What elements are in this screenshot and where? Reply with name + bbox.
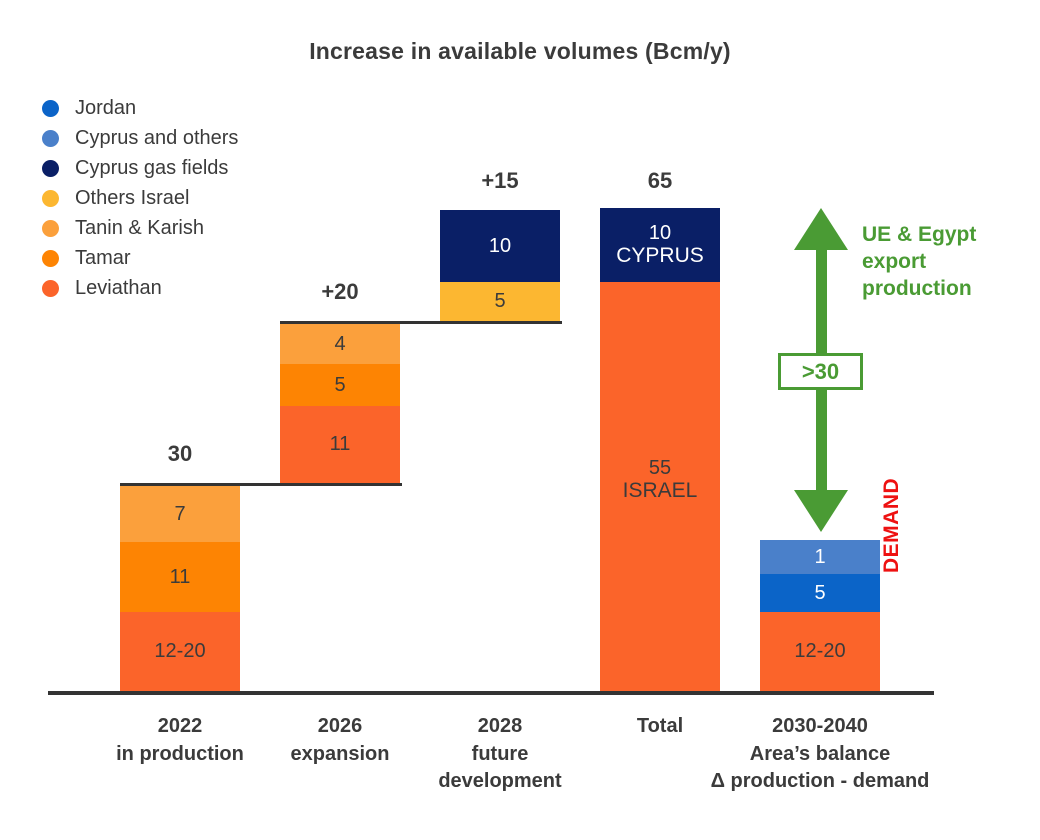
xtick-line1: 2028 bbox=[477, 715, 523, 737]
bar-segment-tamar[interactable]: 5 bbox=[280, 364, 400, 406]
bar-segment-leviathan[interactable]: 55 ISRAEL bbox=[600, 282, 720, 691]
bar-segment-value: 10 bbox=[488, 234, 512, 257]
legend-item-others-israel[interactable]: Others Israel bbox=[42, 183, 342, 213]
arrow-down-icon bbox=[794, 490, 848, 532]
arrow-value-text: >30 bbox=[801, 358, 840, 384]
xtick-line1: Total bbox=[636, 715, 684, 737]
bar-segment-jordan[interactable]: 5 bbox=[760, 574, 880, 612]
legend-label: Tanin & Karish bbox=[75, 217, 204, 239]
demand-label: DEMAND bbox=[880, 477, 903, 573]
xtick-line2: expansion bbox=[290, 742, 390, 765]
bar-total-label-total: 65 bbox=[647, 168, 673, 193]
legend-item-leviathan[interactable]: Leviathan bbox=[42, 273, 342, 303]
bar-segment-sublabel: ISRAEL bbox=[622, 479, 698, 503]
legend-label: Leviathan bbox=[75, 277, 162, 299]
bar-segment-sublabel: CYPRUS bbox=[616, 244, 704, 268]
legend-item-cyprus-gas-fields[interactable]: Cyprus gas fields bbox=[42, 153, 342, 183]
arrow-up-icon bbox=[794, 208, 848, 250]
xtick-line2: in production bbox=[116, 742, 244, 765]
chart-legend: Jordan Cyprus and others Cyprus gas fiel… bbox=[42, 93, 342, 303]
bar-segment-tanin-karish[interactable]: 4 bbox=[280, 324, 400, 364]
step-connector-2026-to-2028 bbox=[280, 321, 562, 324]
bar-segment-cyprus-and-others[interactable]: 1 bbox=[760, 540, 880, 574]
legend-label: Jordan bbox=[75, 97, 137, 119]
bar-segment-leviathan[interactable]: 12-20 bbox=[760, 612, 880, 691]
bar-segment-tamar[interactable]: 11 bbox=[120, 542, 240, 612]
legend-item-tamar[interactable]: Tamar bbox=[42, 243, 342, 273]
chart-title: Increase in available volumes (Bcm/y) bbox=[309, 38, 731, 64]
bar-total-label-2028: +15 bbox=[481, 168, 519, 193]
xtick-line1: 2030-2040 bbox=[772, 715, 868, 737]
xtick-line3: development bbox=[438, 770, 562, 793]
bar-segment-value: 5 bbox=[814, 581, 826, 604]
bar-total-label-2022: 30 bbox=[167, 441, 193, 466]
bar-segment-value: 1 bbox=[814, 545, 826, 568]
bar-segment-others-israel[interactable]: 7 bbox=[120, 486, 240, 542]
xtick-2030-2040: 2030-2040 Area’s balance Δ production - … bbox=[705, 713, 935, 796]
legend-item-cyprus-and-others[interactable]: Cyprus and others bbox=[42, 123, 342, 153]
xtick-2022: 2022 in production bbox=[65, 713, 295, 768]
bar-segment-value: 55 bbox=[648, 457, 672, 479]
bar-segment-others-israel[interactable]: 5 bbox=[440, 282, 560, 321]
bar-segment-value: 7 bbox=[174, 502, 186, 525]
legend-swatch-icon bbox=[42, 249, 59, 267]
legend-swatch-icon bbox=[42, 279, 59, 297]
bar-segment-value: 12-20 bbox=[794, 640, 846, 663]
legend-swatch-icon bbox=[42, 189, 59, 207]
bar-segment-value: 10 bbox=[648, 222, 672, 245]
xtick-line2: Area’s balance bbox=[749, 742, 891, 765]
step-connector-2022-to-2026 bbox=[120, 483, 402, 486]
legend-label: Cyprus and others bbox=[75, 127, 239, 149]
bar-segment-value: 12-20 bbox=[154, 640, 206, 663]
legend-label: Cyprus gas fields bbox=[75, 157, 229, 179]
xtick-line2: future bbox=[471, 742, 529, 765]
legend-swatch-icon bbox=[42, 219, 59, 237]
xtick-line1: 2022 bbox=[157, 715, 203, 737]
bar-segment-value: 11 bbox=[169, 565, 191, 588]
bar-segment-value: 5 bbox=[494, 290, 506, 313]
xtick-line3: Δ production - demand bbox=[710, 770, 930, 793]
xtick-line1: 2026 bbox=[317, 715, 363, 737]
legend-item-tanin-karish[interactable]: Tanin & Karish bbox=[42, 213, 342, 243]
bar-segment-value: 4 bbox=[334, 332, 346, 355]
xtick-2026: 2026 expansion bbox=[225, 713, 455, 768]
legend-swatch-icon bbox=[42, 159, 59, 177]
legend-swatch-icon bbox=[42, 99, 59, 117]
bar-segment-cyprus-gas-fields[interactable]: 10 CYPRUS bbox=[600, 208, 720, 282]
legend-swatch-icon bbox=[42, 129, 59, 147]
legend-label: Others Israel bbox=[75, 187, 190, 209]
bar-segment-leviathan[interactable]: 12-20 bbox=[120, 612, 240, 691]
bar-segment-value: 5 bbox=[334, 373, 346, 396]
legend-label: Tamar bbox=[75, 247, 131, 269]
arrow-value-badge: >30 bbox=[778, 353, 863, 390]
legend-item-jordan[interactable]: Jordan bbox=[42, 93, 342, 123]
xtick-2028: 2028 future development bbox=[385, 713, 615, 796]
axis-baseline bbox=[48, 691, 934, 695]
bar-segment-leviathan[interactable]: 11 bbox=[280, 406, 400, 483]
bar-segment-value: 11 bbox=[329, 433, 351, 456]
bar-total-label-2026: +20 bbox=[321, 279, 359, 304]
xtick-total: Total bbox=[545, 713, 775, 741]
export-production-annotation: UE & Egypt export production bbox=[862, 223, 977, 300]
bar-segment-cyprus-gas-fields[interactable]: 10 bbox=[440, 210, 560, 282]
